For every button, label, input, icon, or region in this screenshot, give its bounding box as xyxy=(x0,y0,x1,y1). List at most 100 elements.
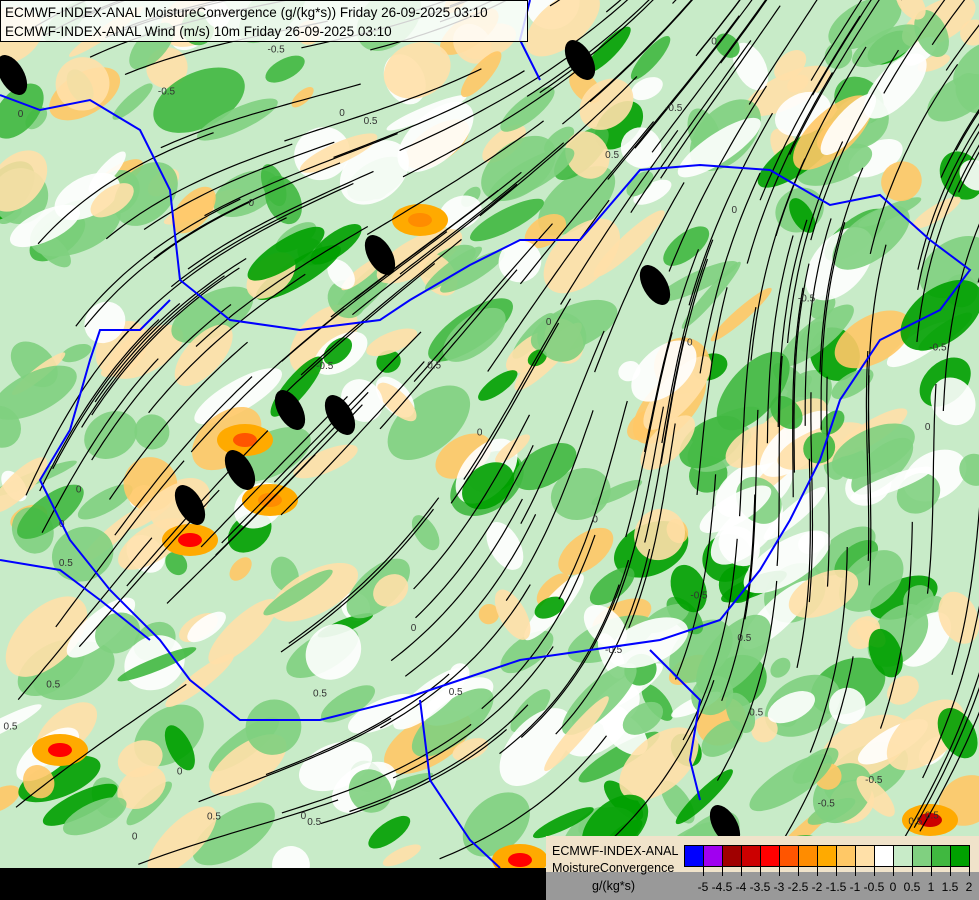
contour-label: 0 xyxy=(687,338,693,349)
legend-tick-label: 0 xyxy=(889,880,897,894)
legend-tick-label: -3 xyxy=(773,880,785,894)
field-patch xyxy=(831,423,915,478)
wind-streamline xyxy=(566,0,629,49)
field-patch xyxy=(494,589,531,640)
wind-streamline xyxy=(118,217,287,342)
legend-swatch xyxy=(837,846,856,866)
contour-label: 0 xyxy=(411,623,417,634)
legend-tick-label: 0.5 xyxy=(903,880,921,894)
field-patch xyxy=(579,78,634,130)
legend-tick-label: -4.5 xyxy=(711,880,733,894)
wind-streamline xyxy=(109,341,248,500)
wind-streamline xyxy=(399,46,583,152)
field-patch xyxy=(900,279,979,351)
wind-streamline xyxy=(284,68,482,142)
wind-streamline xyxy=(746,72,834,264)
wind-streamline xyxy=(439,735,607,860)
contour-label: -0.5 xyxy=(316,361,334,372)
contour-label: 0.5 xyxy=(207,811,221,822)
field-patch xyxy=(751,716,778,743)
wind-streamline xyxy=(39,319,160,492)
wind-streamline xyxy=(198,717,392,803)
field-patch xyxy=(77,484,133,520)
wind-streamline xyxy=(634,0,753,149)
wind-streamline xyxy=(931,0,966,46)
wind-streamline xyxy=(917,130,979,290)
wind-streamline xyxy=(917,122,979,270)
wind-streamline xyxy=(280,361,425,516)
country-border xyxy=(0,94,972,721)
wind-streamline xyxy=(695,0,741,57)
field-patch xyxy=(770,657,791,678)
strong-divergence-area xyxy=(709,805,741,845)
field-patch xyxy=(767,691,815,724)
field-patch xyxy=(500,86,555,132)
legend-variable: MoistureConvergence xyxy=(552,861,675,875)
map-header: ECMWF-INDEX-ANAL MoistureConvergence (g/… xyxy=(0,0,528,42)
wind-streamline xyxy=(796,458,811,669)
wind-streamline xyxy=(402,66,582,178)
field-patch xyxy=(263,569,333,616)
field-patch xyxy=(619,727,699,801)
wind-streamline xyxy=(160,83,361,149)
wind-streamline xyxy=(919,711,979,832)
convergence-core xyxy=(408,213,432,227)
field-patch xyxy=(537,312,587,362)
field-patch xyxy=(265,55,305,83)
legend-tick-mark xyxy=(740,866,742,876)
field-patch xyxy=(443,307,506,362)
convergence-core xyxy=(178,533,202,547)
country-border xyxy=(649,649,702,801)
wind-streamline xyxy=(793,263,810,473)
field-patch xyxy=(229,557,252,581)
wind-streamline xyxy=(716,580,778,781)
wind-streamline xyxy=(792,287,804,498)
field-patch xyxy=(208,598,278,665)
legend-tick-label: -2.5 xyxy=(787,880,809,894)
wind-streamline xyxy=(739,306,757,517)
legend-tick-label: 1 xyxy=(927,880,935,894)
field-patch xyxy=(856,775,895,817)
field-patch xyxy=(710,287,772,342)
strong-divergence-area xyxy=(174,485,206,525)
wind-streamline xyxy=(879,521,913,729)
wind-streamline xyxy=(187,170,374,270)
legend-tick-label: -4 xyxy=(735,880,747,894)
wind-streamline xyxy=(25,319,140,496)
wind-streamline xyxy=(520,330,605,524)
field-patch xyxy=(327,280,366,319)
field-patch xyxy=(305,623,362,680)
field-patch xyxy=(320,685,376,723)
legend-tick-mark xyxy=(778,866,780,876)
field-patch xyxy=(896,0,926,20)
wind-streamline xyxy=(288,497,440,644)
wind-streamline xyxy=(607,15,740,180)
field-patch xyxy=(117,740,163,778)
field-patch xyxy=(383,41,451,99)
field-patch xyxy=(527,349,547,367)
wind-streamline xyxy=(869,63,959,255)
wind-streamline xyxy=(810,49,900,241)
wind-streamline xyxy=(15,683,187,808)
field-patch xyxy=(88,151,126,193)
field-patch xyxy=(452,738,489,761)
moisture-convergence-map[interactable]: 0.5-0.5-0.500.5000.500.5-0.5-0.50.5-0.50… xyxy=(0,0,979,868)
legend-tick-mark xyxy=(873,866,875,876)
wind-streamline xyxy=(775,46,867,237)
wind-streamline xyxy=(766,235,794,444)
wind-streamline xyxy=(916,144,979,342)
wind-streamline xyxy=(84,200,252,328)
wind-streamline xyxy=(280,508,434,653)
wind-streamline xyxy=(392,646,554,779)
wind-streamline xyxy=(450,322,560,504)
contour-label: -0.5 xyxy=(798,294,816,305)
header-line-moisture: ECMWF-INDEX-ANAL MoistureConvergence (g/… xyxy=(5,5,488,20)
field-patch xyxy=(749,754,833,812)
wind-streamline xyxy=(926,383,937,594)
wind-streamline xyxy=(379,269,518,430)
field-patch xyxy=(656,260,738,303)
field-patch xyxy=(117,765,166,810)
wind-streamline xyxy=(505,410,594,601)
legend-tick-label: -3.5 xyxy=(749,880,771,894)
